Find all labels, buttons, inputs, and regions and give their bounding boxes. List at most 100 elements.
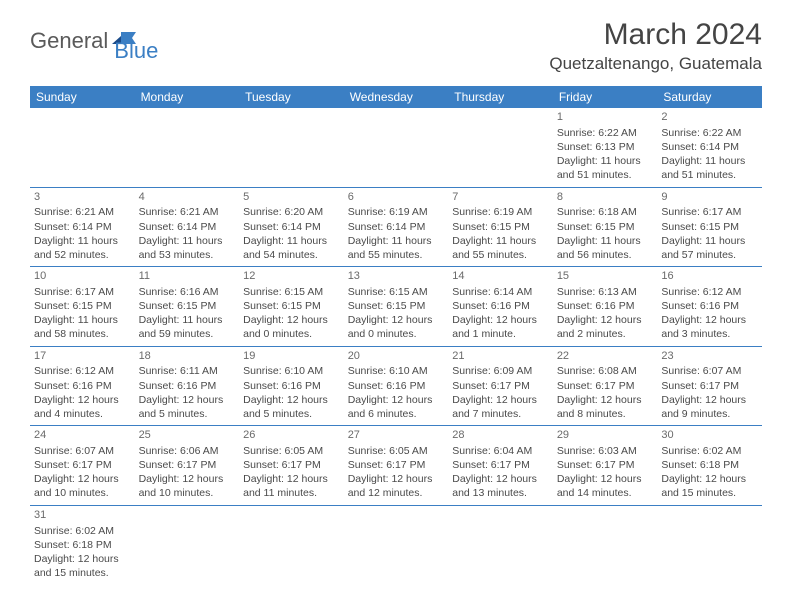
sunset-text: Sunset: 6:17 PM (34, 458, 131, 472)
daylight-text: Daylight: 11 hours (34, 313, 131, 327)
calendar-cell: 15Sunrise: 6:13 AMSunset: 6:16 PMDayligh… (553, 267, 658, 347)
sunrise-text: Sunrise: 6:18 AM (557, 205, 654, 219)
day-number: 17 (34, 349, 131, 364)
day-number: 6 (348, 190, 445, 205)
calendar-cell: 10Sunrise: 6:17 AMSunset: 6:15 PMDayligh… (30, 267, 135, 347)
day-number: 25 (139, 428, 236, 443)
sunrise-text: Sunrise: 6:04 AM (452, 444, 549, 458)
sunrise-text: Sunrise: 6:02 AM (34, 524, 131, 538)
sunrise-text: Sunrise: 6:20 AM (243, 205, 340, 219)
daylight-text: Daylight: 12 hours (243, 313, 340, 327)
day-number: 27 (348, 428, 445, 443)
daylight-text: and 1 minute. (452, 327, 549, 341)
sunset-text: Sunset: 6:16 PM (557, 299, 654, 313)
sunset-text: Sunset: 6:17 PM (243, 458, 340, 472)
sunset-text: Sunset: 6:15 PM (34, 299, 131, 313)
sunset-text: Sunset: 6:15 PM (139, 299, 236, 313)
sunset-text: Sunset: 6:15 PM (452, 220, 549, 234)
calendar-cell: 4Sunrise: 6:21 AMSunset: 6:14 PMDaylight… (135, 187, 240, 267)
sunset-text: Sunset: 6:14 PM (243, 220, 340, 234)
daylight-text: Daylight: 12 hours (557, 313, 654, 327)
day-number: 5 (243, 190, 340, 205)
daylight-text: Daylight: 12 hours (243, 393, 340, 407)
sunrise-text: Sunrise: 6:05 AM (243, 444, 340, 458)
calendar-cell: 29Sunrise: 6:03 AMSunset: 6:17 PMDayligh… (553, 426, 658, 506)
calendar-cell (553, 505, 658, 584)
calendar-cell: 11Sunrise: 6:16 AMSunset: 6:15 PMDayligh… (135, 267, 240, 347)
day-number: 15 (557, 269, 654, 284)
daylight-text: and 59 minutes. (139, 327, 236, 341)
calendar-cell: 9Sunrise: 6:17 AMSunset: 6:15 PMDaylight… (657, 187, 762, 267)
calendar-cell: 28Sunrise: 6:04 AMSunset: 6:17 PMDayligh… (448, 426, 553, 506)
sunset-text: Sunset: 6:17 PM (661, 379, 758, 393)
calendar-cell: 17Sunrise: 6:12 AMSunset: 6:16 PMDayligh… (30, 346, 135, 426)
day-number: 3 (34, 190, 131, 205)
day-number: 12 (243, 269, 340, 284)
calendar-cell: 16Sunrise: 6:12 AMSunset: 6:16 PMDayligh… (657, 267, 762, 347)
calendar-cell: 12Sunrise: 6:15 AMSunset: 6:15 PMDayligh… (239, 267, 344, 347)
calendar-cell: 27Sunrise: 6:05 AMSunset: 6:17 PMDayligh… (344, 426, 449, 506)
daylight-text: Daylight: 12 hours (661, 393, 758, 407)
daylight-text: and 57 minutes. (661, 248, 758, 262)
sunrise-text: Sunrise: 6:11 AM (139, 364, 236, 378)
sunrise-text: Sunrise: 6:14 AM (452, 285, 549, 299)
sunrise-text: Sunrise: 6:03 AM (557, 444, 654, 458)
calendar-cell: 22Sunrise: 6:08 AMSunset: 6:17 PMDayligh… (553, 346, 658, 426)
daylight-text: and 0 minutes. (243, 327, 340, 341)
logo: General Blue (30, 18, 158, 64)
daylight-text: and 15 minutes. (34, 566, 131, 580)
sunrise-text: Sunrise: 6:12 AM (661, 285, 758, 299)
sunset-text: Sunset: 6:15 PM (557, 220, 654, 234)
day-number: 26 (243, 428, 340, 443)
sunset-text: Sunset: 6:17 PM (139, 458, 236, 472)
daylight-text: Daylight: 12 hours (452, 313, 549, 327)
sunrise-text: Sunrise: 6:08 AM (557, 364, 654, 378)
daylight-text: Daylight: 12 hours (452, 472, 549, 486)
calendar-cell: 8Sunrise: 6:18 AMSunset: 6:15 PMDaylight… (553, 187, 658, 267)
daylight-text: and 13 minutes. (452, 486, 549, 500)
calendar-cell: 13Sunrise: 6:15 AMSunset: 6:15 PMDayligh… (344, 267, 449, 347)
daylight-text: and 15 minutes. (661, 486, 758, 500)
calendar-cell: 7Sunrise: 6:19 AMSunset: 6:15 PMDaylight… (448, 187, 553, 267)
calendar-body: 1Sunrise: 6:22 AMSunset: 6:13 PMDaylight… (30, 108, 762, 584)
calendar-cell (239, 108, 344, 187)
daylight-text: and 51 minutes. (557, 168, 654, 182)
location-label: Quetzaltenango, Guatemala (549, 54, 762, 74)
sunrise-text: Sunrise: 6:10 AM (348, 364, 445, 378)
calendar-cell: 21Sunrise: 6:09 AMSunset: 6:17 PMDayligh… (448, 346, 553, 426)
day-number: 16 (661, 269, 758, 284)
daylight-text: Daylight: 12 hours (661, 472, 758, 486)
daylight-text: Daylight: 11 hours (452, 234, 549, 248)
daylight-text: Daylight: 12 hours (452, 393, 549, 407)
daylight-text: Daylight: 11 hours (348, 234, 445, 248)
day-header: Monday (135, 86, 240, 108)
sunrise-text: Sunrise: 6:13 AM (557, 285, 654, 299)
calendar-cell (239, 505, 344, 584)
sunset-text: Sunset: 6:15 PM (348, 299, 445, 313)
day-number: 31 (34, 508, 131, 523)
calendar-cell: 2Sunrise: 6:22 AMSunset: 6:14 PMDaylight… (657, 108, 762, 187)
day-number: 8 (557, 190, 654, 205)
sunset-text: Sunset: 6:16 PM (661, 299, 758, 313)
sunrise-text: Sunrise: 6:10 AM (243, 364, 340, 378)
daylight-text: and 56 minutes. (557, 248, 654, 262)
sunrise-text: Sunrise: 6:02 AM (661, 444, 758, 458)
sunset-text: Sunset: 6:16 PM (348, 379, 445, 393)
day-number: 13 (348, 269, 445, 284)
sunrise-text: Sunrise: 6:16 AM (139, 285, 236, 299)
day-number: 4 (139, 190, 236, 205)
daylight-text: Daylight: 12 hours (34, 472, 131, 486)
calendar-cell (30, 108, 135, 187)
calendar-row: 3Sunrise: 6:21 AMSunset: 6:14 PMDaylight… (30, 187, 762, 267)
sunrise-text: Sunrise: 6:17 AM (661, 205, 758, 219)
daylight-text: and 8 minutes. (557, 407, 654, 421)
day-header: Thursday (448, 86, 553, 108)
daylight-text: and 0 minutes. (348, 327, 445, 341)
calendar-cell (135, 108, 240, 187)
daylight-text: and 9 minutes. (661, 407, 758, 421)
day-header: Saturday (657, 86, 762, 108)
sunrise-text: Sunrise: 6:15 AM (243, 285, 340, 299)
sunrise-text: Sunrise: 6:22 AM (557, 126, 654, 140)
day-number: 10 (34, 269, 131, 284)
calendar-cell (448, 108, 553, 187)
